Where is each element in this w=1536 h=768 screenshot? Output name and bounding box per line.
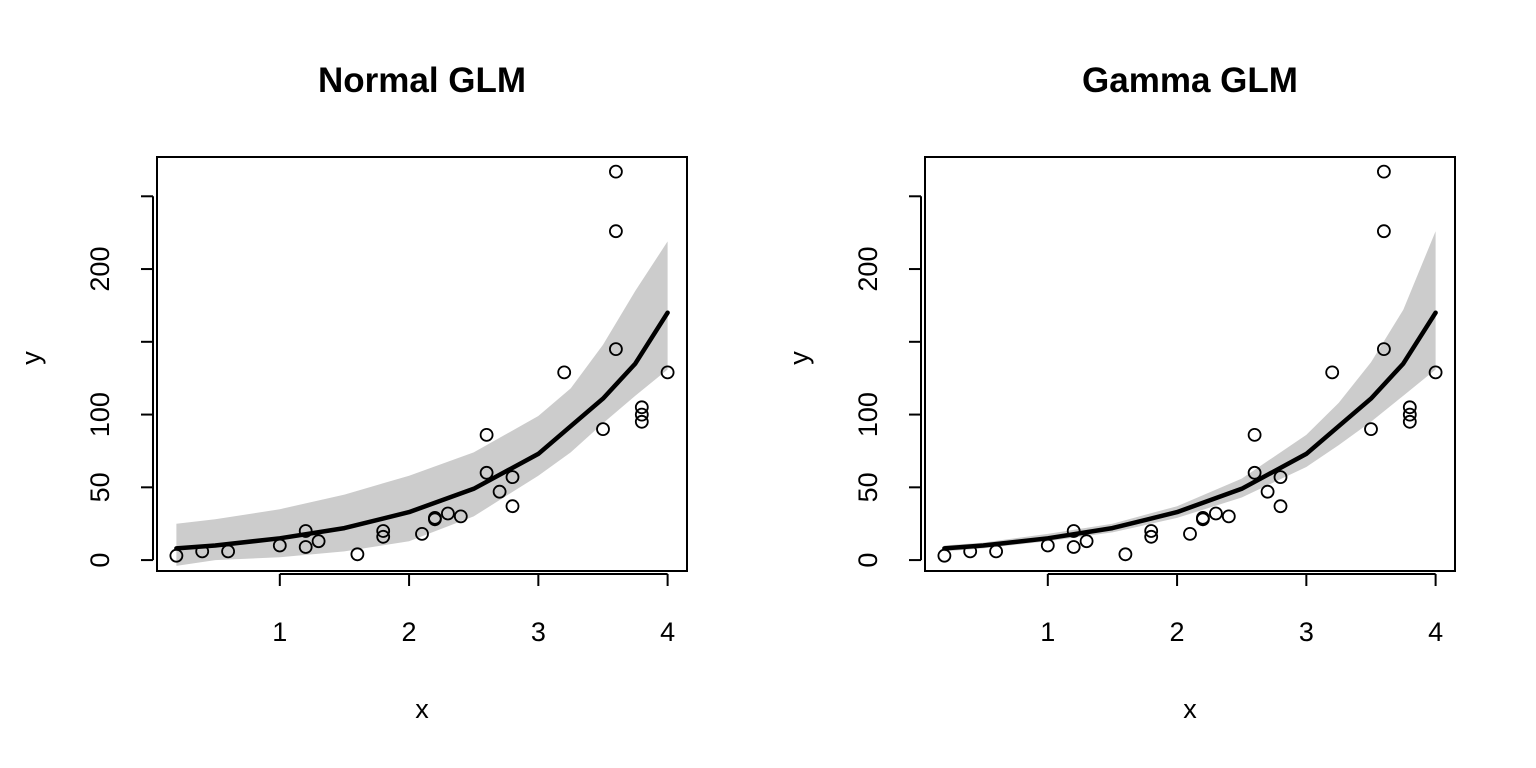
data-point bbox=[505, 499, 520, 514]
data-point bbox=[1247, 465, 1262, 480]
data-point bbox=[311, 534, 326, 549]
y-tick-label: 200 bbox=[85, 247, 115, 292]
data-point bbox=[1402, 414, 1417, 429]
x-tick-label: 2 bbox=[402, 617, 417, 647]
data-point bbox=[634, 400, 649, 415]
data-point bbox=[1402, 400, 1417, 415]
data-point bbox=[1260, 484, 1275, 499]
data-point bbox=[1066, 540, 1081, 554]
fitted-line bbox=[174, 310, 670, 551]
y-tick-label: 100 bbox=[85, 392, 115, 437]
y-axis-label: y bbox=[784, 351, 814, 365]
data-point bbox=[415, 527, 429, 541]
data-point bbox=[1325, 365, 1340, 380]
x-tick-label: 3 bbox=[531, 617, 546, 647]
data-point bbox=[557, 365, 572, 380]
data-point bbox=[937, 548, 952, 563]
data-point bbox=[596, 422, 610, 437]
x-tick-label: 3 bbox=[1299, 617, 1314, 647]
data-point bbox=[298, 524, 313, 538]
x-axis-label: x bbox=[1183, 694, 1197, 724]
data-point bbox=[634, 414, 649, 429]
data-point bbox=[195, 544, 210, 559]
data-point bbox=[492, 484, 507, 499]
data-point bbox=[169, 548, 184, 563]
data-point bbox=[427, 512, 442, 527]
x-tick-label: 4 bbox=[660, 617, 675, 647]
data-point bbox=[1079, 534, 1094, 549]
x-tick-label: 1 bbox=[1040, 617, 1055, 647]
y-tick-label: 100 bbox=[853, 392, 883, 437]
data-point bbox=[1196, 512, 1210, 527]
data-point bbox=[989, 544, 1003, 559]
x-tick-label: 1 bbox=[272, 617, 287, 647]
y-tick-label: 200 bbox=[853, 247, 883, 292]
data-point bbox=[609, 164, 623, 179]
data-point bbox=[609, 224, 623, 239]
data-point bbox=[453, 509, 468, 524]
data-point bbox=[440, 506, 455, 521]
fitted-line bbox=[942, 310, 1438, 551]
data-point bbox=[1402, 407, 1417, 422]
data-point bbox=[376, 529, 391, 544]
plot-frame bbox=[156, 156, 688, 572]
data-point bbox=[1221, 509, 1236, 524]
x-tick-label: 4 bbox=[1428, 617, 1443, 647]
confidence-band bbox=[176, 241, 668, 566]
data-point bbox=[609, 342, 623, 357]
data-point bbox=[479, 465, 494, 480]
x-axis-label: x bbox=[415, 694, 429, 724]
data-point bbox=[479, 427, 494, 442]
data-point bbox=[1144, 529, 1159, 544]
data-point bbox=[272, 538, 287, 553]
data-point bbox=[376, 524, 391, 538]
data-point bbox=[1377, 164, 1391, 179]
data-point bbox=[1273, 470, 1288, 485]
data-point bbox=[1377, 224, 1391, 239]
data-point bbox=[350, 547, 365, 562]
data-point bbox=[1377, 342, 1391, 357]
plot-frame bbox=[924, 156, 1456, 572]
y-tick-label: 50 bbox=[853, 472, 883, 502]
data-point bbox=[1040, 538, 1055, 553]
y-tick-label: 0 bbox=[853, 553, 883, 568]
chart-title: Normal GLM bbox=[318, 61, 526, 100]
data-point bbox=[1364, 422, 1378, 437]
data-point bbox=[221, 544, 236, 559]
y-tick-label: 50 bbox=[85, 472, 115, 502]
data-point bbox=[634, 407, 649, 422]
x-tick-label: 2 bbox=[1170, 617, 1185, 647]
y-axis-label: y bbox=[16, 351, 46, 365]
data-point bbox=[660, 365, 675, 380]
data-point bbox=[963, 544, 978, 559]
data-point bbox=[1209, 506, 1223, 521]
data-point bbox=[505, 470, 520, 485]
data-point bbox=[1247, 427, 1262, 442]
data-point bbox=[1118, 547, 1133, 562]
data-point bbox=[1428, 365, 1443, 380]
chart-title: Gamma GLM bbox=[1082, 61, 1298, 100]
data-point bbox=[1273, 499, 1288, 514]
data-point bbox=[1144, 524, 1159, 538]
data-point bbox=[298, 540, 313, 554]
y-tick-label: 0 bbox=[85, 553, 115, 568]
gamma-glm-panel: Gamma GLM x y 1 2 3 4 0 50 100 200 bbox=[784, 61, 1456, 724]
data-point bbox=[1183, 527, 1197, 541]
data-point bbox=[1066, 524, 1081, 538]
confidence-band bbox=[944, 231, 1436, 552]
normal-glm-panel: Normal GLM x y 1 2 3 4 0 50 100 200 bbox=[16, 61, 688, 724]
